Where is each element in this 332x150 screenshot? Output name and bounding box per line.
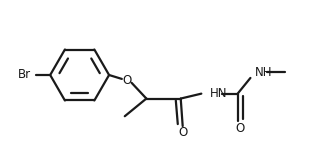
Text: O: O [178, 126, 187, 139]
Text: Br: Br [18, 69, 31, 81]
Text: O: O [122, 74, 131, 87]
Text: NH: NH [255, 66, 273, 79]
Text: O: O [235, 122, 244, 135]
Text: HN: HN [210, 87, 228, 100]
